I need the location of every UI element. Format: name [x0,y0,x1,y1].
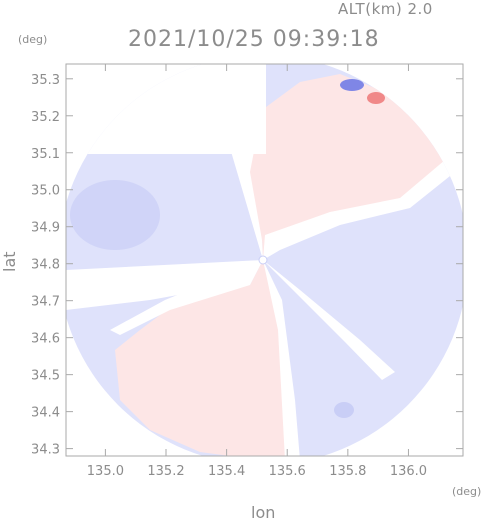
y-tick-label: 35.1 [31,147,60,162]
west-strong-approaching-patch [70,180,160,250]
y-tick-label: 34.4 [31,406,60,421]
x-axis-unit: (deg) [452,485,482,498]
no-data-band-south [262,260,300,456]
northeast-strong-approaching-cell [340,79,364,91]
y-tick-label: 34.3 [31,443,60,458]
y-tick-label: 35.0 [31,184,60,199]
x-tick-label: 136.0 [390,464,427,479]
no-data-band-southwest [110,260,263,335]
x-tick-label: 135.2 [147,464,184,479]
x-axis-label: lon [251,503,276,522]
y-tick-label: 35.2 [31,110,60,125]
timestamp: 2021/10/25 09:39:18 [128,27,380,52]
north-west-no-data [66,64,266,154]
y-tick-label: 34.6 [31,332,60,347]
northeast-receding-sector [245,74,445,260]
no-data-band-west [66,260,263,310]
y-tick-label: 35.3 [31,73,60,88]
southwest-receding-sector [115,260,292,456]
y-tick-label: 34.5 [31,369,60,384]
x-tick-label: 135.8 [329,464,366,479]
altitude-label: ALT(km) 2.0 [338,0,433,18]
plot-frame [65,63,464,457]
axis-ticks: 135.0 135.2 135.4 135.6 135.8 136.0 34.3 34.4 34… [31,64,463,479]
south-strong-approaching-cell [334,402,354,418]
y-tick-label: 34.7 [31,295,60,310]
northeast-strong-receding-cell [367,92,385,104]
x-tick-label: 135.4 [208,464,245,479]
no-data-band-southeast [262,260,395,380]
x-tick-label: 135.6 [269,464,306,479]
y-axis-unit: (deg) [18,33,48,46]
y-tick-label: 34.8 [31,258,60,273]
no-data-band-east [262,160,455,260]
y-tick-label: 34.9 [31,221,60,236]
x-tick-label: 135.0 [87,464,124,479]
radar-site-marker [258,255,268,265]
